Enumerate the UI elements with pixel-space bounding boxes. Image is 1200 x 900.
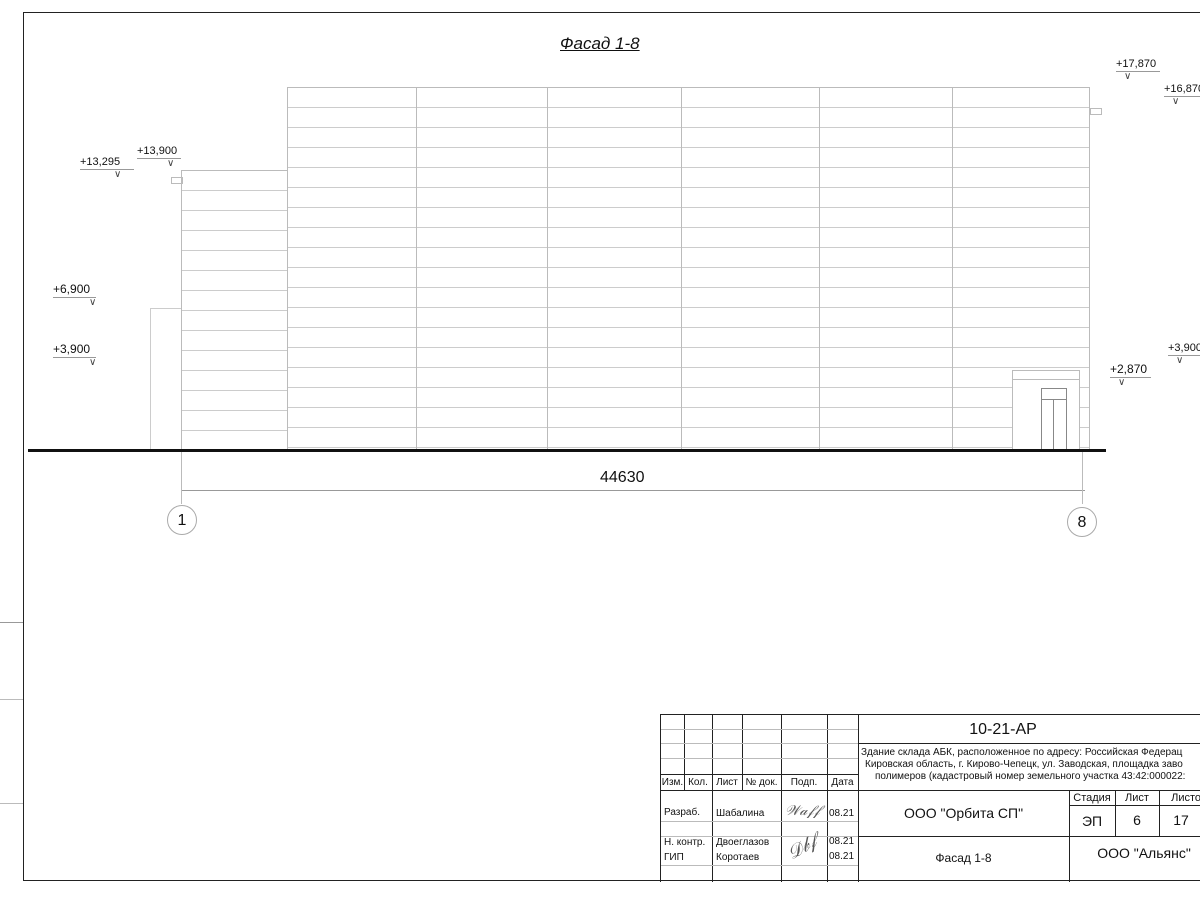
address-line: полимеров (кадастровый номер земельного … <box>875 771 1186 782</box>
stage-label: Стадия <box>1073 792 1111 804</box>
name-developer: Шабалина <box>716 808 765 819</box>
header-izm: Изм. <box>661 777 684 788</box>
panel-divider <box>416 87 417 450</box>
door <box>1041 388 1067 452</box>
parapet-detail <box>171 177 183 184</box>
sheet-value: 6 <box>1133 812 1141 828</box>
date: 08.21 <box>829 808 855 819</box>
panel-divider <box>952 87 953 450</box>
name-chief-engineer: Коротаев <box>716 852 760 863</box>
elevation-mark: +6,900 ∨ <box>53 282 97 308</box>
sheet-label: Лист <box>1125 792 1149 804</box>
elevation-mark: +13,295 ∨ <box>80 156 135 180</box>
sheets-label: Листов <box>1171 792 1200 804</box>
title-block: Изм. Кол. Лист № док. Подп. Дата Разраб.… <box>660 714 1200 882</box>
dimension-line <box>181 490 1085 491</box>
axis-marker-8: 8 <box>1067 507 1097 537</box>
date: 08.21 <box>829 836 855 847</box>
panel-divider <box>547 87 548 450</box>
name-norm-control: Двоеглазов <box>716 837 770 848</box>
header-kol: Кол. <box>688 777 708 788</box>
role-norm-control: Н. контр. <box>664 837 706 848</box>
elevation-mark: +2,870 ∨ <box>1110 362 1152 388</box>
sheet-name: Фасад 1-8 <box>935 851 992 865</box>
header-sign: Подп. <box>790 777 818 788</box>
address-line: Кировская область, г. Кирово-Чепецк, ул.… <box>865 759 1183 770</box>
elevation-mark: +13,900 ∨ <box>137 145 182 169</box>
panel-divider <box>819 87 820 450</box>
signature: 𝒲𝒶𝒻𝒻 <box>785 803 820 819</box>
axis-marker-1: 1 <box>167 505 197 535</box>
date: 08.21 <box>829 851 855 862</box>
header-doc: № док. <box>745 777 778 788</box>
document-code: 10-21-АР <box>969 721 1037 738</box>
drawing-title: Фасад 1-8 <box>560 34 640 53</box>
ground-line <box>28 449 1106 452</box>
drawing-frame <box>23 12 1200 881</box>
extension-line <box>1082 452 1083 504</box>
role-chief-engineer: ГИП <box>664 852 684 863</box>
dimension-value: 44630 <box>600 469 645 486</box>
low-wall <box>181 170 288 450</box>
entrance-annex <box>1012 370 1080 452</box>
panel-divider <box>681 87 682 450</box>
elevation-mark: +16,870∨ <box>1164 83 1200 107</box>
client: ООО "Альянс" <box>1097 845 1191 861</box>
elevation-mark: +17,870 ∨ <box>1116 58 1161 82</box>
elevation-mark: +3,900 ∨ <box>53 342 97 368</box>
organization: ООО "Орбита СП" <box>903 805 1024 821</box>
header-date: Дата <box>831 777 854 788</box>
parapet-detail <box>1090 108 1102 115</box>
side-stamp <box>0 622 23 881</box>
header-list: Лист <box>716 777 738 788</box>
high-wall <box>287 87 1090 450</box>
stage-value: ЭП <box>1081 813 1103 829</box>
left-annex <box>150 308 182 451</box>
sheets-value: 17 <box>1173 812 1189 828</box>
role-developer: Разраб. <box>664 807 701 818</box>
extension-line <box>181 452 182 504</box>
address-line: Здание склада АБК, расположенное по адре… <box>861 747 1183 758</box>
elevation-mark: +3,900 ∨ <box>1168 342 1200 366</box>
